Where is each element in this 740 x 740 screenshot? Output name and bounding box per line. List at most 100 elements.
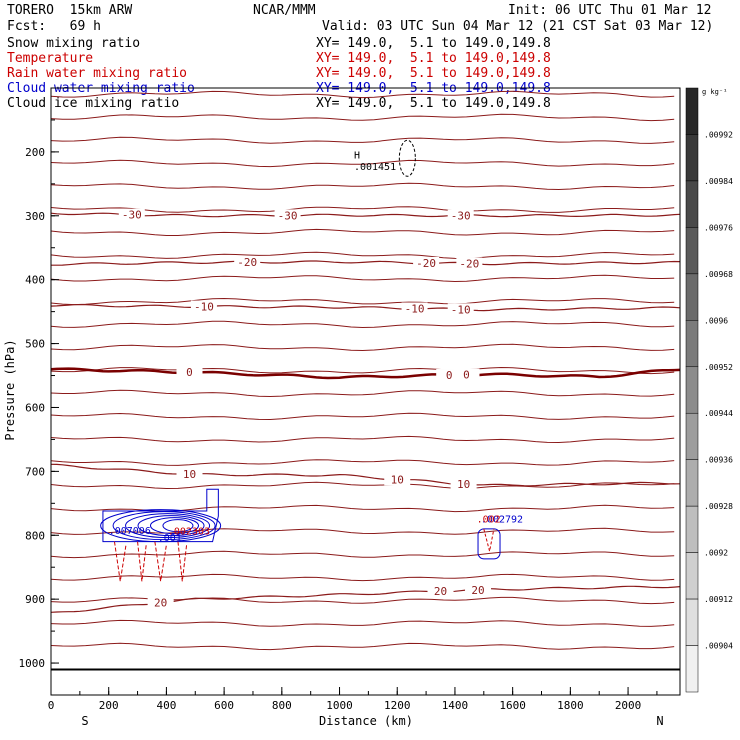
- isotherm-line: [50, 182, 675, 191]
- isotherm-label: 0: [463, 369, 470, 382]
- x-tick-label: 1000: [326, 699, 353, 712]
- snow-label: .001451: [354, 162, 396, 173]
- isotherm-label: -30: [122, 209, 142, 222]
- rain-label: .002: [477, 514, 501, 525]
- isotherm-line: [50, 527, 675, 535]
- colorbar-swatch: [685, 320, 699, 368]
- colorbar-swatch: [685, 180, 699, 228]
- x-tick-label: 1800: [557, 699, 584, 712]
- isotherm-line: [50, 596, 675, 605]
- field-name-snow: Snow mixing ratio: [7, 36, 141, 51]
- isotherm-label-bg: [176, 468, 203, 481]
- colorbar-swatch: [685, 459, 699, 507]
- colorbar-swatch: [685, 552, 699, 600]
- isotherm-label: -20: [237, 256, 257, 269]
- isotherm-label: 10: [183, 468, 196, 481]
- isotherm-line: [50, 550, 675, 559]
- isotherm-line: [50, 274, 675, 283]
- x-tick-label: 0: [48, 699, 55, 712]
- isotherm-label-bg: [176, 366, 203, 379]
- x-tick-label: 200: [99, 699, 119, 712]
- y-tick-label: 500: [25, 338, 45, 351]
- isotherm-label: -30: [451, 210, 471, 223]
- colorbar-swatch: [685, 134, 699, 182]
- isotherm-label: 0: [186, 366, 193, 379]
- model-title: TORERO 15km ARW: [7, 3, 133, 18]
- colorbar-label: .00952: [704, 363, 733, 372]
- isotherm-line: [50, 136, 675, 144]
- snow-label: H: [354, 150, 360, 161]
- field-xy-temperature: XY= 149.0, 5.1 to 149.0,149.8: [316, 51, 551, 66]
- valid-time: Valid: 03 UTC Sun 04 Mar 12 (21 CST Sat …: [322, 19, 714, 34]
- x-tick-label: 1200: [384, 699, 411, 712]
- colorbar-label: .00912: [704, 595, 733, 604]
- isotherm-label-bg: [456, 257, 483, 270]
- isotherm-label: 10: [457, 478, 470, 491]
- x-tick-label: 1400: [442, 699, 469, 712]
- colorbar-label: .00936: [704, 456, 733, 465]
- isotherm-label-bg: [465, 583, 492, 596]
- isotherm-line: [50, 320, 675, 329]
- snow-contour: [398, 139, 416, 177]
- cloud-water-contours: .007006 .001 .002792: [100, 488, 523, 560]
- isotherm-label-bg: [190, 300, 217, 313]
- isotherm-label-bg: [234, 256, 261, 269]
- field-xy-snow: XY= 149.0, 5.1 to 149.0,149.8: [316, 36, 551, 51]
- isotherm-line: [50, 435, 675, 444]
- isotherm-20: [50, 585, 681, 613]
- isotherm-line: [50, 343, 675, 352]
- isotherm-label: 20: [434, 585, 447, 598]
- isotherm-label: 20: [154, 597, 167, 610]
- rain-contour: [137, 541, 147, 582]
- colorbar-swatch: [685, 505, 699, 553]
- isotherm--10: [50, 304, 681, 312]
- isotherm-0: [50, 367, 681, 380]
- cloud-water-contour: [149, 517, 199, 535]
- colorbar-label: .00904: [704, 642, 733, 651]
- x-tick-label: 800: [272, 699, 292, 712]
- cloud-water-contour: [137, 515, 205, 537]
- cloud-water-label: .002792: [481, 514, 523, 525]
- x-tick-label: 1600: [499, 699, 526, 712]
- cloud-water-label: .007006: [109, 526, 151, 537]
- field-name-cloud-ice: Cloud ice mixing ratio: [7, 96, 180, 111]
- isotherm-line: [50, 389, 675, 398]
- isotherm-label-bg: [147, 596, 174, 609]
- rain-contour: [483, 528, 495, 552]
- x-tick-label: 600: [214, 699, 234, 712]
- isotherm-line: [50, 228, 675, 236]
- isotherm-label: -20: [459, 258, 479, 271]
- y-tick-label: 400: [25, 274, 45, 287]
- isotherm-label-bg: [384, 473, 411, 486]
- isotherm-line: [50, 297, 675, 306]
- isotherm-label-bg: [274, 209, 301, 222]
- x-axis-label: Distance (km): [319, 714, 413, 728]
- isotherm-line: [50, 619, 675, 627]
- cloud-water-contour: [162, 519, 194, 533]
- isotherm-line: [50, 459, 675, 466]
- isotherm-line: [50, 573, 675, 582]
- isotherm-label: -10: [405, 302, 425, 315]
- y-tick-label: 600: [25, 401, 45, 414]
- colorbar-label: .00984: [704, 177, 733, 186]
- field-xy-cloud-ice: XY= 149.0, 5.1 to 149.0,149.8: [316, 96, 551, 111]
- init-time: Init: 06 UTC Thu 01 Mar 12: [508, 3, 712, 18]
- colorbar-label: .0096: [704, 316, 728, 325]
- cloud-water-contour: [477, 528, 501, 560]
- field-xy-rain: XY= 149.0, 5.1 to 149.0,149.8: [316, 66, 551, 81]
- rain-contours: .002303 .002: [113, 514, 501, 582]
- colorbar-label: .0092: [704, 549, 728, 558]
- colorbar-swatch: [685, 227, 699, 275]
- rain-contour: [177, 541, 188, 582]
- isotherm-label: -10: [194, 301, 214, 314]
- y-tick-label: 300: [25, 210, 45, 223]
- colorbar-label: .00928: [704, 502, 733, 511]
- isotherm-background-lines: [50, 90, 675, 651]
- colorbar-label: .00968: [704, 270, 733, 279]
- isotherm-10: [50, 463, 681, 487]
- colorbar-swatch: [685, 412, 699, 460]
- colorbar-swatch: [685, 87, 699, 135]
- rain-contour: [113, 541, 127, 582]
- colorbar-unit: g kg⁻¹: [702, 88, 727, 96]
